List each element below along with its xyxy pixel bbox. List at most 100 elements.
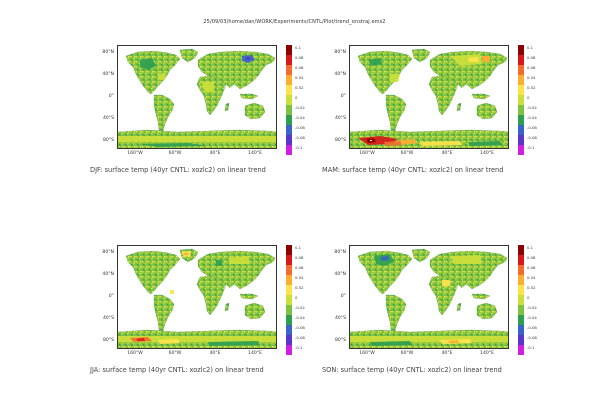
colorbar-swatch	[518, 275, 524, 286]
colorbar-label: 0.06	[295, 65, 304, 70]
colorbar-label: 0.1	[295, 45, 302, 50]
x-tick-label: 140°E	[480, 351, 494, 356]
x-tick-label: 160°W	[359, 151, 375, 156]
plot-path-header: 25/09/03/home/dan/WORK/Experiments/CNTL/…	[203, 19, 386, 25]
colorbar-label: 0.02	[295, 85, 304, 90]
colorbar-label: -0.04	[527, 315, 537, 320]
panel-caption: SON: surface temp (40yr CNTL: xozlc2) on…	[322, 366, 502, 374]
landmass-greenland	[179, 48, 199, 63]
y-tick-label: 0°	[340, 94, 346, 99]
trend-region-8	[158, 339, 180, 344]
x-tick-label: 60°W	[400, 151, 414, 156]
y-tick-label: 40°S	[334, 116, 346, 121]
colorbar-label: 0	[527, 295, 530, 300]
trend-region-7	[370, 341, 412, 346]
colorbar-label: -0.08	[295, 135, 305, 140]
colorbar: 0.1 0.08 0.06 0.04 0.02 0 -0.02 -0.04 -0.06 -0.08…	[286, 45, 305, 156]
landmass-africa	[428, 275, 459, 316]
world-map-heatmap	[349, 245, 509, 349]
colorbar-label: 0.1	[527, 245, 534, 250]
landmass-madagascar	[224, 102, 230, 112]
y-tick-label: 80°S	[334, 338, 346, 343]
y-tick-label: 80°N	[334, 250, 346, 255]
trend-region-3	[158, 73, 166, 80]
landmass-madagascar	[456, 302, 462, 312]
colorbar-label: 0.04	[295, 275, 304, 280]
y-tick-label: 0°	[108, 94, 114, 99]
y-tick-label: 80°N	[334, 50, 346, 55]
y-tick-label: 40°N	[102, 72, 114, 77]
colorbar-swatch	[518, 305, 524, 316]
trend-region-4	[202, 82, 214, 92]
colorbar-label: 0.06	[527, 265, 536, 270]
y-tick-label: 40°N	[334, 72, 346, 77]
trend-region-0	[228, 256, 250, 264]
trend-region-11	[468, 141, 502, 146]
son-panel: 80°N 40°N 0° 40°S 80°S 160°W 60°W 40°E 140°E 0.1 0…	[322, 245, 589, 385]
trend-region-8	[398, 139, 418, 145]
colorbar-swatch	[518, 105, 524, 116]
x-tick-label: 40°E	[441, 351, 453, 356]
landmass-north-america	[125, 50, 181, 95]
trend-region-5	[118, 336, 276, 342]
x-tick-label: 140°E	[248, 351, 262, 356]
colorbar-swatch	[518, 55, 524, 66]
landmass-north-america	[357, 250, 413, 295]
trend-region-6	[448, 340, 459, 343]
trend-region-7	[136, 338, 145, 341]
colorbar-swatch	[286, 275, 292, 286]
colorbar-label: -0.1	[295, 145, 303, 150]
colorbar-swatch	[518, 135, 524, 146]
colorbar-label: 0.08	[527, 255, 536, 260]
colorbar-label: 0.02	[527, 85, 536, 90]
colorbar-swatch	[518, 245, 524, 256]
trend-region-7	[370, 140, 372, 141]
landmass-africa	[428, 75, 459, 116]
colorbar-swatch	[286, 315, 292, 326]
trend-region-1	[450, 54, 482, 66]
landmass-africa	[196, 275, 227, 316]
panel-caption: JJA: surface temp (40yr CNTL: xozlc2) on…	[90, 366, 264, 374]
landmass-indonesia	[471, 293, 491, 300]
trend-region-0	[140, 58, 156, 70]
trend-region-3	[442, 280, 450, 286]
landmass-south-america	[153, 94, 175, 136]
x-tick-label: 40°E	[209, 151, 221, 156]
colorbar-swatch	[286, 65, 292, 76]
world-map-heatmap	[117, 245, 277, 349]
landmass-africa	[196, 75, 227, 116]
x-tick-label: 140°E	[480, 151, 494, 156]
x-tick-label: 160°W	[127, 351, 143, 356]
landmass-australia	[476, 102, 498, 120]
colorbar-swatch	[518, 85, 524, 96]
x-tick-label: 60°W	[400, 351, 414, 356]
landmass-australia	[244, 102, 266, 120]
colorbar-swatch	[286, 115, 292, 126]
colorbar-label: -0.06	[527, 325, 537, 330]
colorbar-swatch	[286, 325, 292, 336]
colorbar-swatch	[286, 335, 292, 346]
landmass-madagascar	[224, 302, 230, 312]
colorbar-swatch	[286, 45, 292, 56]
colorbar-swatch	[286, 285, 292, 296]
y-tick-label: 80°N	[102, 250, 114, 255]
landmass-greenland	[411, 248, 431, 263]
colorbar-swatch	[518, 325, 524, 336]
jja-panel: 80°N 40°N 0° 40°S 80°S 160°W 60°W 40°E 140°E 0.1 0…	[90, 245, 357, 385]
trend-region-0	[368, 58, 382, 66]
colorbar-label: 0.08	[527, 55, 536, 60]
colorbar: 0.1 0.08 0.06 0.04 0.02 0 -0.02 -0.04 -0.06 -0.08…	[286, 245, 305, 356]
colorbar-swatch	[518, 95, 524, 106]
trend-region-2	[450, 255, 482, 264]
colorbar-label: -0.06	[295, 325, 305, 330]
landmass-greenland	[411, 48, 431, 63]
trend-region-9	[208, 341, 260, 346]
y-tick-label: 80°S	[102, 138, 114, 143]
colorbar-label: -0.02	[527, 305, 537, 310]
colorbar-swatch	[518, 295, 524, 306]
colorbar-swatch	[518, 285, 524, 296]
colorbar-label: 0.02	[295, 285, 304, 290]
colorbar-label: -0.1	[527, 145, 535, 150]
colorbar-swatch	[286, 85, 292, 96]
trend-region-2	[246, 57, 250, 60]
